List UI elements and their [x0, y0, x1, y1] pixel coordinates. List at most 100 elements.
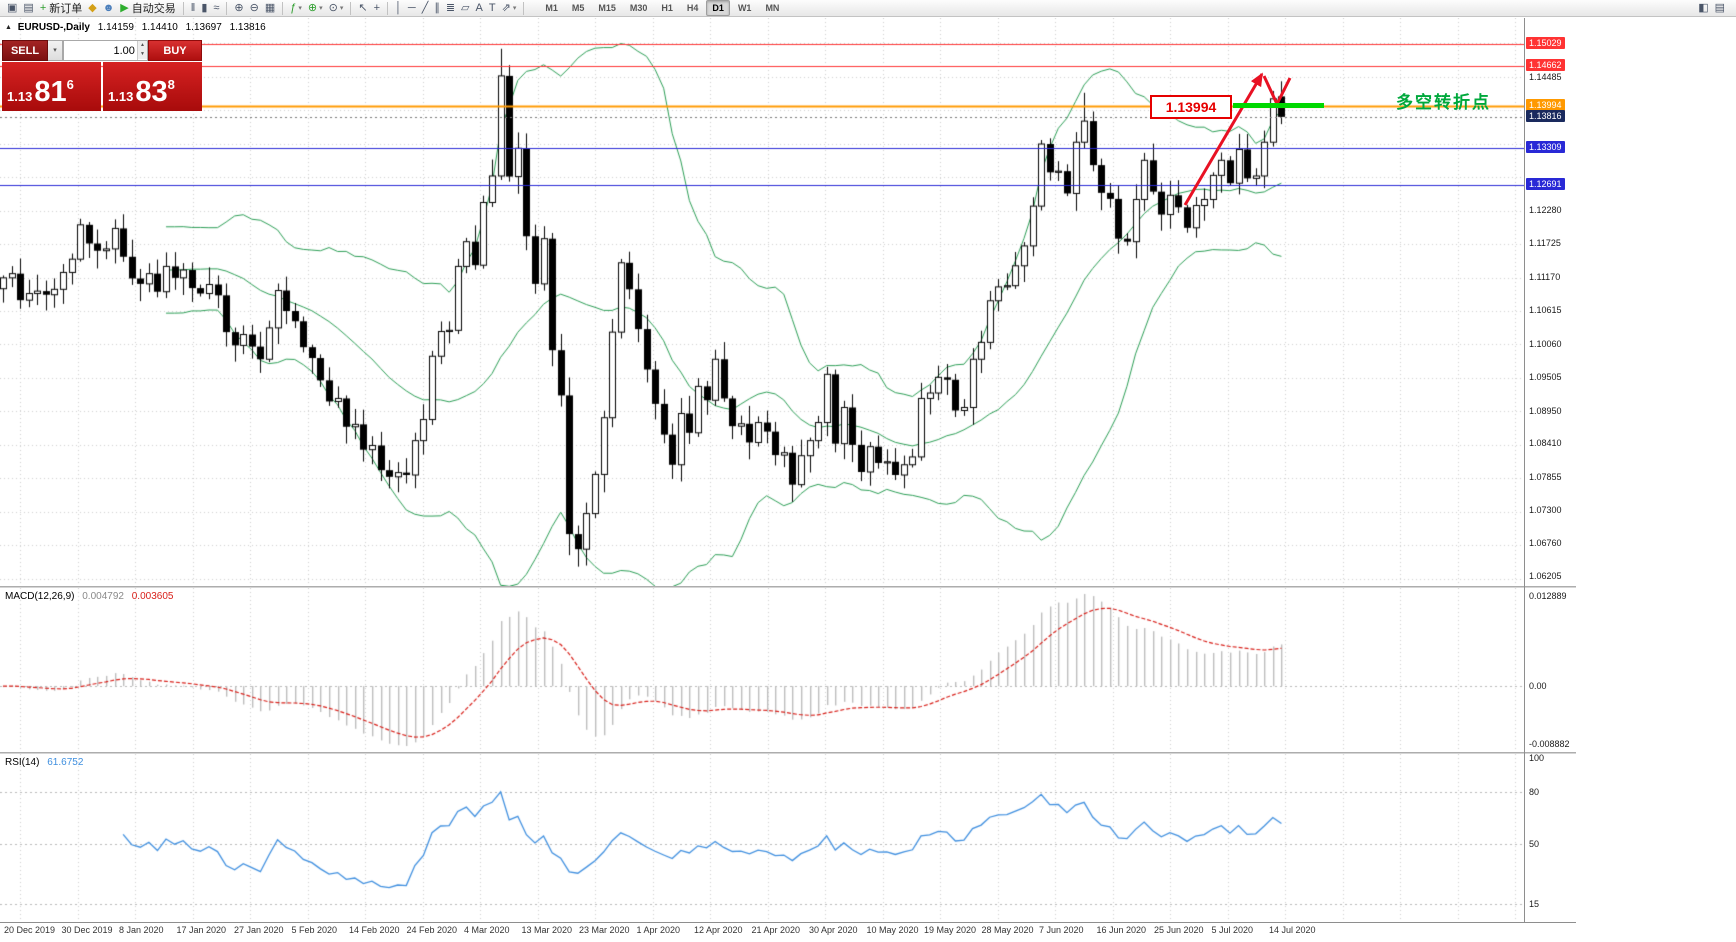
rsi-axis-label: 15 — [1529, 898, 1540, 909]
crosshair-icon[interactable]: + — [371, 1, 383, 16]
date-label: 30 Dec 2019 — [61, 925, 113, 935]
indicators-button[interactable]: ƒ ▾ — [287, 1, 305, 16]
timeframe-h1[interactable]: H1 — [661, 3, 673, 13]
dropdown-caret-icon: ▾ — [298, 5, 302, 12]
periods-button[interactable]: ⊙ ▾ — [326, 1, 347, 16]
buy-price-display[interactable]: 1.13 83 8 — [103, 62, 202, 111]
timeframe-mn[interactable]: MN — [765, 3, 780, 13]
periods-icon: ⊙ — [328, 1, 338, 14]
terminal-window-icon: ▣ — [7, 1, 18, 14]
order-type-dropdown[interactable]: ▾ — [48, 40, 63, 61]
ohlc-close: 1.13816 — [229, 22, 266, 33]
price-axis-label: 1.07855 — [1529, 471, 1562, 482]
macd-panel-canvas[interactable] — [0, 588, 1524, 752]
one-click-trading-panel: SELL ▾ ▲▼ BUY 1.13 81 6 1.13 83 8 — [2, 40, 202, 111]
price-tag: 1.15029 — [1526, 37, 1565, 49]
fibonacci-icon[interactable]: ≣ — [443, 1, 458, 16]
lot-increase-icon[interactable]: ▲ — [137, 41, 147, 50]
docking-icon[interactable]: ▤ — [1712, 1, 1728, 16]
zoom-out-icon[interactable]: ⊖ — [247, 1, 262, 16]
toolbar-right-group: ◧ ▤ — [1695, 0, 1728, 16]
sell-button[interactable]: SELL — [2, 40, 48, 61]
timeframe-m30[interactable]: M30 — [629, 3, 648, 13]
price-axis-label: 1.08950 — [1529, 405, 1562, 416]
timeframe-d1[interactable]: D1 — [706, 0, 730, 16]
timeframe-w1[interactable]: W1 — [737, 3, 752, 13]
trendline-icon[interactable]: ╱ — [419, 1, 432, 16]
shapes-icon[interactable]: ▱ — [458, 1, 472, 16]
lot-size-field: ▲▼ — [63, 40, 148, 61]
community-icon: ☻ — [102, 1, 115, 14]
order-controls-row: SELL ▾ ▲▼ BUY — [2, 40, 202, 61]
date-label: 8 Jan 2020 — [119, 925, 164, 935]
lot-stepper: ▲ ▼ — [136, 41, 147, 60]
panel-divider[interactable] — [0, 752, 1576, 754]
horizontal-line-icon[interactable]: ─ — [405, 1, 419, 16]
date-label: 28 May 2020 — [981, 925, 1034, 935]
workspace-icon[interactable]: ◧ — [1695, 1, 1711, 16]
terminal-window-icon[interactable]: ▣ — [4, 1, 20, 16]
arrows-icon[interactable]: ⇗ ▾ — [499, 1, 520, 16]
price-tag: 1.13309 — [1526, 140, 1565, 153]
add-indicator-button[interactable]: ⊕ ▾ — [305, 1, 326, 16]
text-label-icon[interactable]: T — [486, 1, 499, 16]
chart-bars-icon[interactable]: ‖ — [188, 1, 199, 16]
rsi-axis-label: 50 — [1529, 838, 1540, 849]
date-label: 21 Apr 2020 — [751, 925, 801, 935]
cursor-icon[interactable]: ↖ — [355, 1, 370, 16]
dropdown-caret-icon: ▾ — [512, 5, 517, 12]
macd-name: MACD(12,26,9) — [5, 591, 75, 602]
main-chart-canvas[interactable] — [0, 18, 1524, 586]
vertical-line-icon[interactable]: │ — [392, 1, 405, 16]
one-click-collapse-icon[interactable]: ▲ — [5, 24, 12, 31]
trendline-icon: ╱ — [421, 1, 429, 14]
chart-title: ▲ EURUSD-,Daily 1.14159 1.14410 1.13697 … — [5, 22, 266, 33]
docking-icon: ▤ — [1714, 1, 1725, 14]
lot-decrease-icon[interactable]: ▼ — [137, 50, 147, 59]
community-icon[interactable]: ☻ — [100, 1, 118, 16]
price-tag: 1.12691 — [1526, 177, 1565, 190]
time-axis[interactable]: 20 Dec 2019 30 Dec 2019 8 Jan 2020 17 Jan 2… — [0, 925, 1576, 939]
cursor-icon: ↖ — [358, 1, 368, 14]
timeframe-m1[interactable]: M1 — [545, 3, 558, 13]
ohlc-low: 1.13697 — [185, 22, 222, 33]
sell-price-display[interactable]: 1.13 81 6 — [2, 62, 101, 111]
price-callout-label[interactable]: 1.13994 — [1150, 95, 1232, 119]
autotrading-icon: ▶ — [120, 1, 129, 14]
vertical-line-icon: │ — [395, 1, 402, 14]
macd-axis-label: 0.00 — [1529, 681, 1547, 692]
chart-candles-icon: ▮ — [201, 1, 208, 14]
support-level-line[interactable] — [1233, 103, 1324, 108]
price-axis-label: 1.11170 — [1529, 271, 1561, 282]
rsi-indicator-label: RSI(14) 61.6752 — [5, 757, 83, 768]
timeframe-m15[interactable]: M15 — [598, 3, 616, 13]
symbol-name: EURUSD-,Daily — [17, 22, 90, 33]
rsi-panel-canvas[interactable] — [0, 754, 1524, 922]
timeframe-h4[interactable]: H4 — [686, 3, 699, 13]
ohlc-high: 1.14410 — [141, 22, 178, 33]
panel-divider[interactable] — [0, 586, 1576, 588]
price-axis-label: 1.11725 — [1529, 238, 1561, 249]
metaquotes-icon[interactable]: ◆ — [85, 1, 99, 16]
new-order-button[interactable]: + 新订单 — [37, 1, 85, 16]
new-order-icon: + — [39, 1, 47, 14]
zoom-in-icon[interactable]: ⊕ — [231, 1, 246, 16]
lot-size-input[interactable] — [64, 41, 137, 60]
shapes-icon: ▱ — [461, 1, 470, 14]
chart-candles-icon[interactable]: ▮ — [198, 1, 210, 16]
autotrading-button[interactable]: ▶ 自动交易 — [117, 1, 178, 16]
timeframe-toolbar: M1 M5 M15 M30 H1 H4 D1 W1 MN — [538, 0, 786, 16]
date-label: 14 Feb 2020 — [349, 925, 400, 935]
tile-windows-icon[interactable]: ▦ — [262, 1, 278, 16]
price-display-row: 1.13 81 6 1.13 83 8 — [2, 62, 202, 111]
channel-icon[interactable]: ∥ — [431, 1, 443, 16]
text-icon[interactable]: A — [473, 1, 486, 16]
timeframe-m5[interactable]: M5 — [571, 3, 585, 13]
buy-button[interactable]: BUY — [148, 40, 202, 61]
price-axis[interactable]: 1.14485 1.12280 1.11725 1.11170 1.10615 1.100… — [1525, 0, 1577, 942]
new-chart-icon[interactable]: ▤ — [20, 1, 36, 16]
chart-line-icon[interactable]: ≈ — [210, 1, 222, 16]
crosshair-icon: + — [373, 1, 381, 14]
channel-icon: ∥ — [434, 1, 440, 14]
